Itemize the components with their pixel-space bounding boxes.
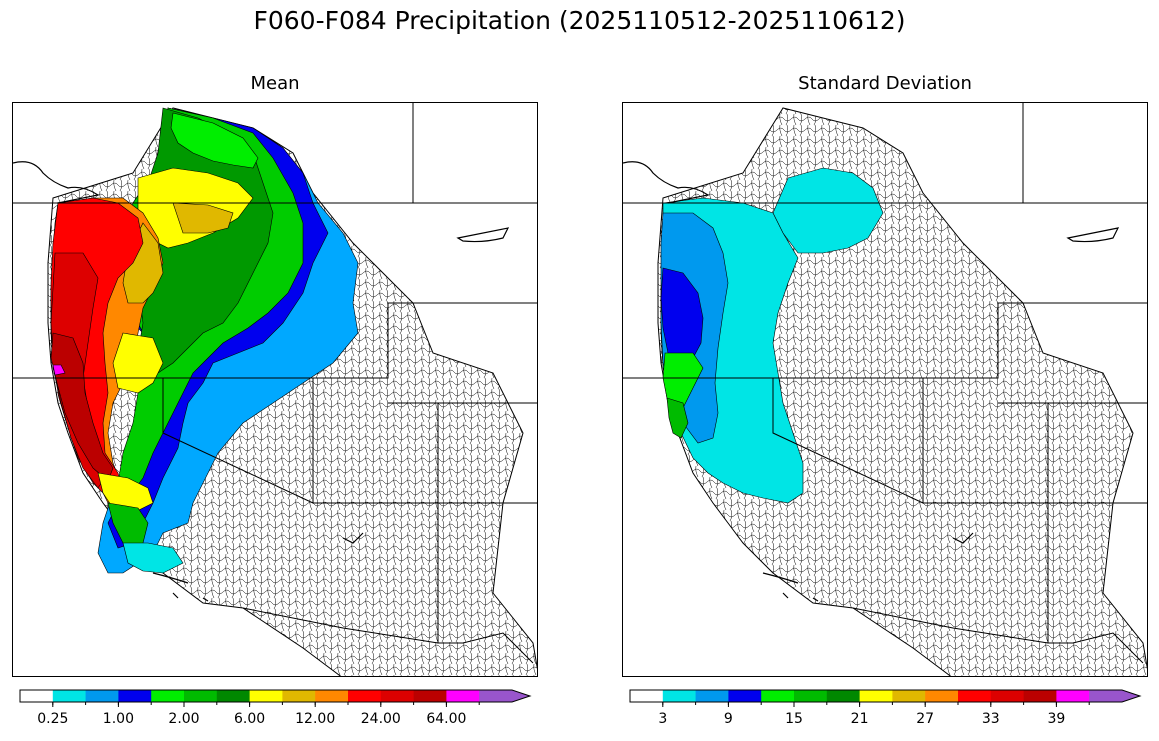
colorbar-swatch [446, 690, 480, 702]
colorbar-tick-label: 9 [723, 711, 733, 727]
colorbar-swatch [1023, 690, 1057, 702]
mean-colorbar-swatches [19, 689, 532, 707]
colorbar-swatch [413, 690, 447, 702]
colorbar-swatch [479, 690, 530, 702]
colorbar-tick-label: 12.00 [295, 711, 336, 727]
colorbar-swatch [662, 690, 697, 702]
colorbar-swatch [380, 690, 415, 702]
colorbar-swatch [184, 690, 218, 702]
colorbar-swatch [794, 690, 828, 702]
colorbar-swatch [249, 690, 283, 702]
colorbar-outline [19, 689, 532, 703]
stddev-panel-title: Standard Deviation [798, 73, 972, 94]
stddev-colorbar: 3 9 15 21 27 33 39 [629, 689, 1142, 727]
colorbar-tick-label: 15 [785, 711, 803, 727]
mean-map [12, 102, 538, 677]
colorbar-swatch [630, 690, 664, 702]
colorbar-tick-label: 21 [850, 711, 869, 727]
colorbar-swatch [52, 690, 87, 702]
colorbar-swatch [85, 690, 119, 702]
colorbar-tick-label: 3 [658, 711, 668, 727]
stddev-map [622, 102, 1148, 677]
stddev-coast [623, 161, 1120, 602]
colorbar-tick-label: 33 [981, 711, 1000, 727]
colorbar-tick-label: 1.00 [102, 711, 134, 727]
colorbar-swatch [925, 690, 959, 702]
stddev-colorbar-swatches [629, 689, 1142, 707]
colorbar-swatch [728, 690, 762, 702]
colorbar-tick-label: 0.25 [37, 711, 69, 727]
colorbar-swatch [315, 690, 349, 702]
colorbar-swatch [695, 690, 729, 702]
colorbar-tick-label: 24.00 [360, 711, 401, 727]
colorbar-swatch [958, 690, 992, 702]
colorbar-outline [629, 689, 1142, 703]
colorbar-swatch [761, 690, 795, 702]
colorbar-tick-label: 39 [1047, 711, 1066, 727]
colorbar-swatch [282, 690, 316, 702]
mean-panel-title: Mean [250, 73, 300, 94]
colorbar-swatch [118, 690, 152, 702]
stddev-borders [623, 103, 1147, 664]
colorbar-swatch [826, 690, 861, 702]
colorbar-swatch [151, 690, 185, 702]
colorbar-tick-label: 2.00 [168, 711, 200, 727]
mean-colorbar: 0.25 1.00 2.00 6.00 12.00 24.00 64.00 [19, 689, 532, 727]
colorbar-tick-label: 64.00 [426, 711, 467, 727]
mean-precip-field [50, 107, 359, 574]
colorbar-tick-label: 27 [916, 711, 935, 727]
colorbar-swatch [216, 690, 251, 702]
colorbar-swatch [892, 690, 926, 702]
figure-title: F060-F084 Precipitation (2025110512-2025… [253, 6, 906, 35]
colorbar-swatch [348, 690, 382, 702]
stddev-field [660, 167, 884, 504]
colorbar-swatch [20, 690, 54, 702]
colorbar-swatch [1056, 690, 1090, 702]
colorbar-swatch [859, 690, 893, 702]
colorbar-tick-label: 6.00 [234, 711, 266, 727]
mean-coast [13, 161, 510, 602]
colorbar-swatch [990, 690, 1025, 702]
colorbar-swatch [1089, 690, 1140, 702]
mean-borders [13, 103, 537, 664]
